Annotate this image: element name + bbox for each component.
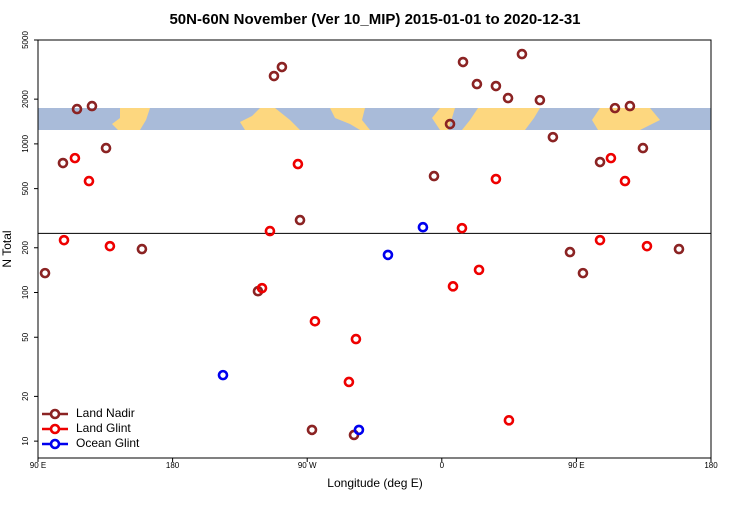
y-axis-title: N Total <box>0 230 14 267</box>
plot-frame <box>37 39 712 459</box>
point <box>294 214 306 226</box>
y-tick-label: 1000 <box>21 134 30 152</box>
map-ocean <box>525 108 600 130</box>
point <box>309 316 321 327</box>
point <box>457 56 469 68</box>
point <box>594 156 606 168</box>
legend-label: Land Nadir <box>76 406 135 420</box>
point <box>619 175 631 187</box>
point <box>268 70 280 82</box>
point <box>641 240 653 252</box>
y-tick-label: 500 <box>21 181 30 195</box>
point <box>136 243 148 255</box>
point <box>100 142 112 154</box>
point <box>605 152 617 164</box>
x-tick-label: 180 <box>166 461 180 470</box>
point <box>350 333 362 345</box>
x-tick-label: 90 W <box>298 461 317 470</box>
x-tick-label: 90 E <box>30 461 46 470</box>
point <box>86 100 98 112</box>
y-tick-label: 10 <box>21 436 30 445</box>
point <box>58 234 70 246</box>
map-ocean <box>275 108 360 130</box>
map-ocean <box>362 108 440 130</box>
point <box>502 92 514 104</box>
legend-label: Ocean Glint <box>76 436 140 450</box>
map-inset <box>38 108 711 130</box>
point <box>39 267 51 279</box>
point <box>382 249 394 261</box>
point <box>217 369 229 381</box>
point <box>490 80 502 92</box>
point <box>594 234 606 246</box>
point <box>490 173 502 185</box>
point <box>276 61 288 73</box>
point <box>547 131 559 143</box>
x-axis-title: Longitude (deg E) <box>327 476 422 490</box>
map-ocean <box>38 108 120 130</box>
point <box>428 170 440 182</box>
y-tick-label: 100 <box>21 285 30 299</box>
point <box>104 240 116 252</box>
point <box>624 100 636 112</box>
legend-marker <box>49 408 61 420</box>
chart-title: 50N-60N November (Ver 10_MIP) 2015-01-01… <box>169 11 580 28</box>
y-tick-label: 50 <box>21 332 30 341</box>
point <box>353 424 365 436</box>
map-ocean <box>140 108 260 130</box>
point <box>564 246 576 258</box>
point <box>417 221 429 233</box>
x-tick-label: 0 <box>440 461 445 470</box>
point <box>256 282 268 294</box>
y-tick-label: 20 <box>21 391 30 400</box>
point <box>577 267 589 279</box>
point <box>83 175 95 187</box>
point <box>673 243 685 255</box>
point <box>71 103 83 115</box>
point <box>306 424 318 436</box>
y-tick-label: 2000 <box>21 90 30 108</box>
legend-label: Land Glint <box>76 421 131 435</box>
point <box>447 281 459 292</box>
map-ocean <box>640 108 711 130</box>
x-tick-label: 180 <box>704 461 718 470</box>
point <box>516 48 528 60</box>
point <box>57 157 69 169</box>
point <box>456 222 468 234</box>
point <box>503 415 515 426</box>
y-tick-label: 5000 <box>21 31 30 49</box>
point <box>637 142 649 154</box>
point <box>292 158 304 170</box>
y-tick-label: 200 <box>21 241 30 255</box>
point <box>609 102 621 114</box>
point <box>471 78 483 90</box>
point <box>444 118 456 130</box>
x-tick-label: 90 E <box>568 461 584 470</box>
point <box>534 94 546 106</box>
legend-marker <box>49 423 61 435</box>
point <box>343 376 355 388</box>
point <box>264 225 276 237</box>
point <box>69 152 81 164</box>
point <box>473 264 485 276</box>
legend-marker <box>49 438 61 450</box>
map-ocean <box>448 108 478 130</box>
